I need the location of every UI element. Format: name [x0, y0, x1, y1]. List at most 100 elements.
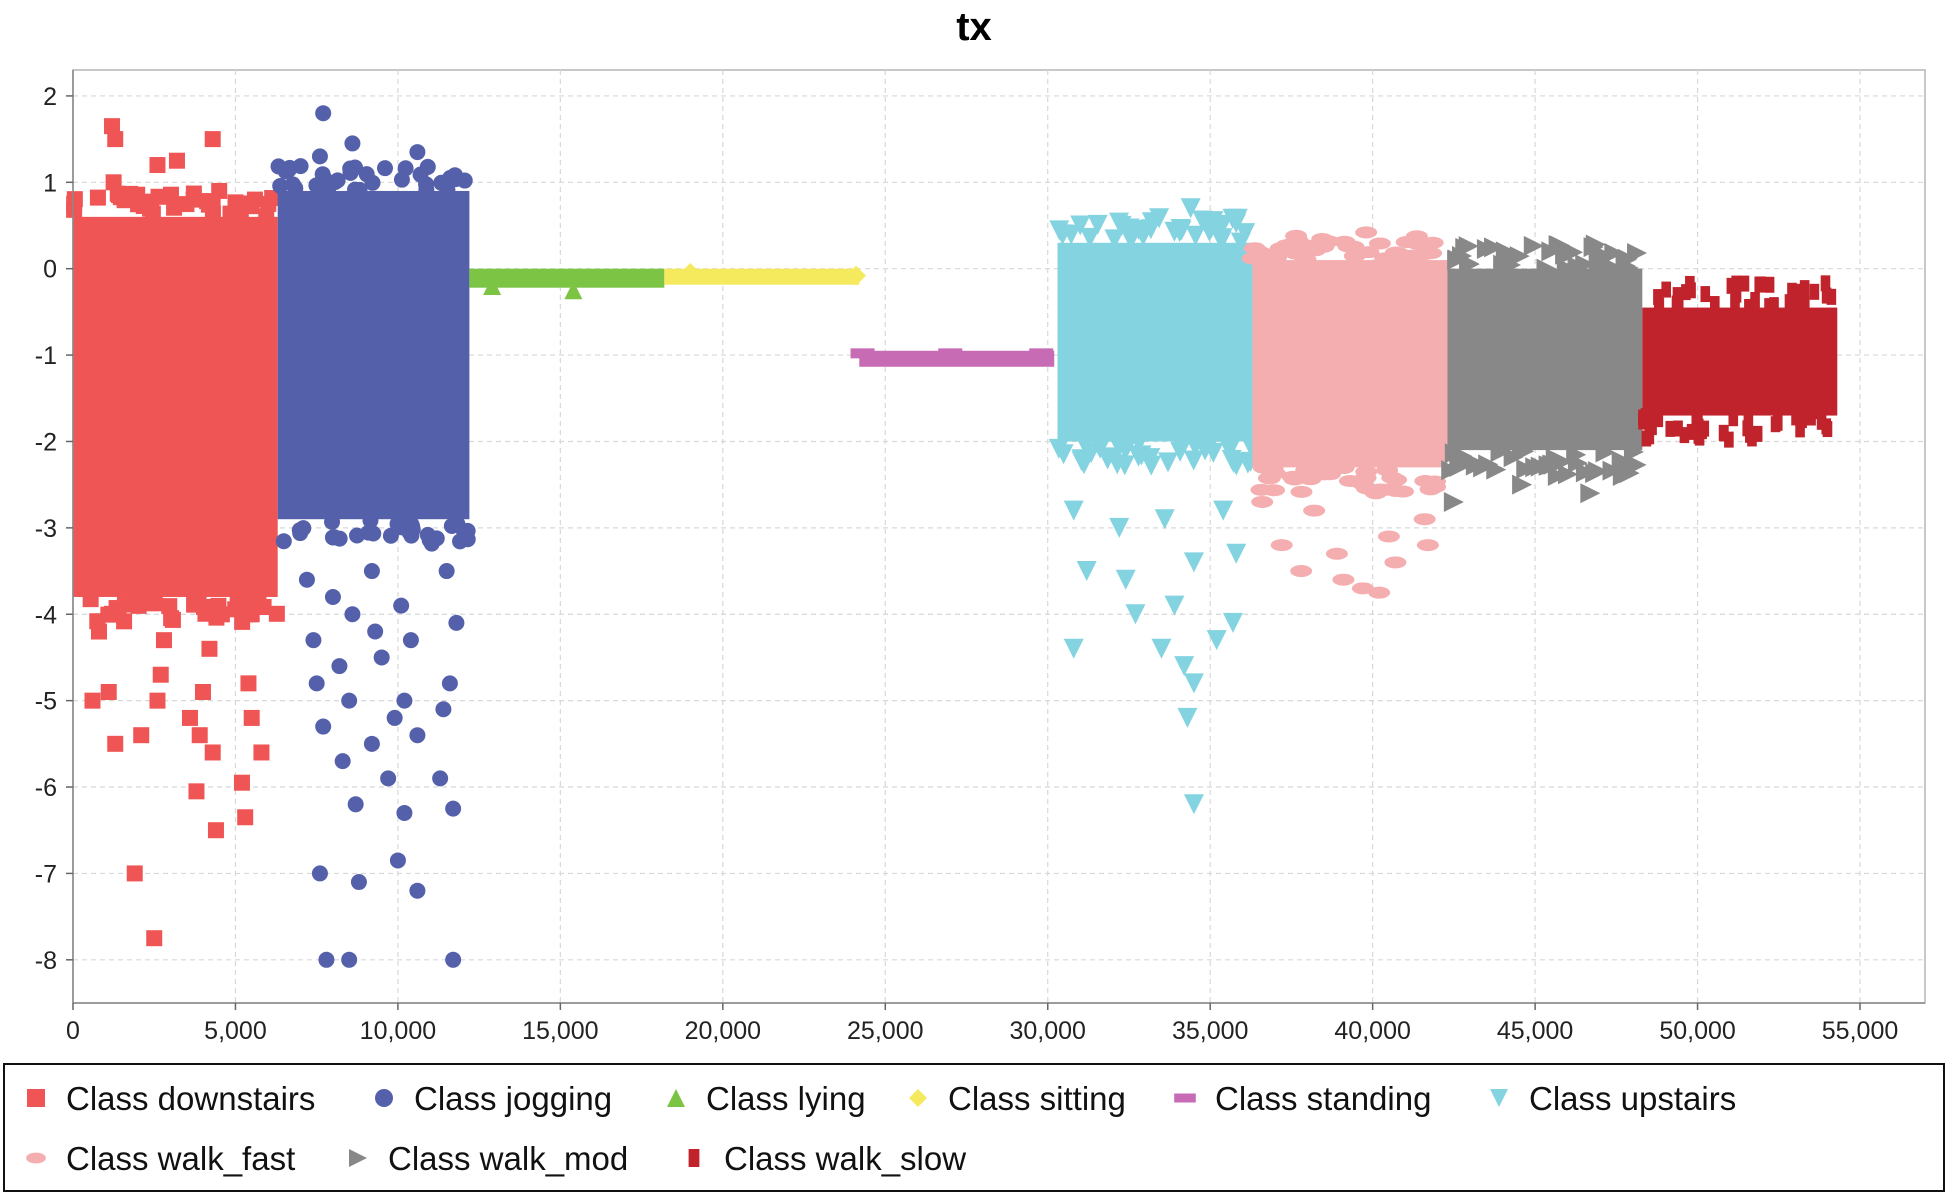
data-point [1104, 229, 1125, 250]
data-point [168, 152, 185, 169]
series-core-band [1447, 268, 1643, 451]
data-point [1588, 251, 1609, 272]
data-point [1352, 478, 1375, 491]
data-point [1318, 468, 1341, 481]
data-point [191, 727, 208, 744]
data-point [1104, 447, 1125, 468]
data-point [1351, 582, 1374, 595]
data-point [237, 809, 254, 826]
data-point [409, 882, 426, 899]
x-tick-label: 15,000 [522, 1017, 598, 1045]
y-tick-label: 0 [43, 256, 57, 284]
legend-item-standing: Class standing [1174, 1080, 1431, 1117]
data-point [1185, 436, 1206, 457]
y-tick-label: 2 [43, 83, 57, 111]
data-point [363, 735, 380, 752]
y-tick-label: -3 [35, 515, 57, 543]
series-walk-fast [1241, 226, 1448, 599]
data-point [1149, 208, 1170, 229]
x-tick-label: 5,000 [204, 1017, 267, 1045]
data-point [103, 118, 120, 135]
data-point [311, 865, 328, 882]
data-point [1750, 291, 1760, 308]
data-point [564, 281, 583, 300]
y-tick-label: 1 [43, 169, 57, 197]
y-tick-label: -2 [35, 428, 57, 456]
data-point [240, 675, 257, 692]
data-point [1812, 403, 1823, 420]
data-point [1170, 441, 1191, 462]
chart-title: tx [956, 5, 992, 49]
data-point [1473, 457, 1494, 478]
data-point [1129, 433, 1150, 454]
data-point [1653, 411, 1664, 428]
data-point [1270, 539, 1293, 552]
data-point [1822, 421, 1833, 438]
series-core-band [1057, 242, 1253, 442]
data-point [1154, 509, 1175, 530]
data-point [396, 692, 413, 709]
data-point [1180, 198, 1201, 219]
legend-label: Class walk_slow [724, 1140, 966, 1177]
data-point [246, 191, 263, 208]
data-point [1476, 239, 1497, 260]
data-point [201, 640, 218, 657]
data-point [1443, 491, 1464, 512]
data-point [421, 532, 438, 549]
data-point [1769, 297, 1779, 314]
data-point [268, 605, 285, 622]
data-point [1114, 455, 1135, 476]
data-point [227, 601, 244, 618]
data-point [362, 512, 379, 529]
data-point [1290, 565, 1313, 578]
data-point [1164, 595, 1185, 616]
data-point [1710, 296, 1720, 313]
data-point [344, 606, 361, 623]
data-point [1049, 220, 1070, 241]
data-point [1079, 227, 1100, 248]
data-point [204, 131, 221, 148]
data-point [1795, 421, 1805, 438]
series-core-band [469, 268, 665, 288]
data-point [82, 591, 99, 608]
data-point [1203, 211, 1224, 232]
x-tick-label: 30,000 [1010, 1017, 1086, 1045]
data-point [258, 208, 275, 225]
data-point [1644, 428, 1655, 445]
data-point [1744, 298, 1754, 315]
data-point [1640, 407, 1651, 424]
x-tick-label: 55,000 [1822, 1017, 1898, 1045]
data-point [1697, 423, 1707, 440]
series-core-band [1252, 260, 1448, 468]
data-point [1731, 286, 1742, 303]
series-walk-mod [1441, 234, 1648, 512]
data-point [315, 105, 332, 122]
series-core-band [859, 350, 1055, 367]
data-point [1653, 289, 1663, 306]
data-point [315, 718, 332, 735]
legend-marker [667, 1089, 685, 1107]
data-point [432, 770, 449, 787]
data-point [389, 852, 406, 869]
data-point [1809, 283, 1820, 300]
series-core-band [277, 190, 470, 520]
data-point [1784, 294, 1795, 311]
data-point [287, 180, 304, 197]
x-tick-label: 25,000 [847, 1017, 923, 1045]
data-point [360, 524, 377, 541]
x-tick-label: 35,000 [1172, 1017, 1248, 1045]
legend-marker [688, 1149, 700, 1167]
data-point [1385, 473, 1408, 486]
y-tick-label: -1 [35, 342, 57, 370]
data-point [110, 606, 127, 623]
legend-item-jogging: Class jogging [375, 1080, 612, 1117]
data-point [1700, 286, 1711, 303]
data-point [382, 527, 399, 544]
data-point [350, 874, 367, 891]
data-point [149, 157, 166, 174]
data-point [1355, 226, 1378, 239]
data-point [204, 744, 221, 761]
data-point [1081, 443, 1102, 464]
legend-item-upstairs: Class upstairs [1490, 1080, 1736, 1117]
data-point [185, 185, 202, 202]
